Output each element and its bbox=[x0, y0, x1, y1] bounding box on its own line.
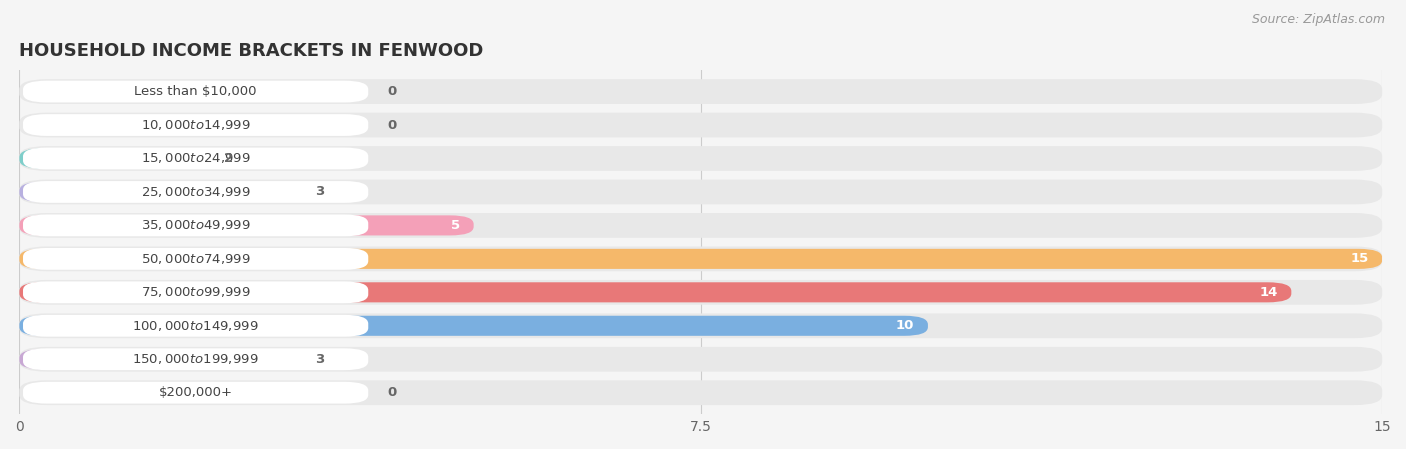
Text: HOUSEHOLD INCOME BRACKETS IN FENWOOD: HOUSEHOLD INCOME BRACKETS IN FENWOOD bbox=[20, 42, 484, 60]
FancyBboxPatch shape bbox=[20, 280, 1382, 305]
FancyBboxPatch shape bbox=[20, 247, 1382, 271]
FancyBboxPatch shape bbox=[22, 348, 368, 370]
FancyBboxPatch shape bbox=[22, 248, 368, 270]
Text: 10: 10 bbox=[896, 319, 914, 332]
FancyBboxPatch shape bbox=[22, 382, 368, 404]
FancyBboxPatch shape bbox=[20, 313, 1382, 338]
FancyBboxPatch shape bbox=[20, 282, 1291, 302]
Text: Less than $10,000: Less than $10,000 bbox=[135, 85, 257, 98]
Text: Source: ZipAtlas.com: Source: ZipAtlas.com bbox=[1251, 13, 1385, 26]
FancyBboxPatch shape bbox=[22, 181, 368, 203]
FancyBboxPatch shape bbox=[22, 215, 368, 236]
FancyBboxPatch shape bbox=[20, 349, 292, 369]
FancyBboxPatch shape bbox=[22, 315, 368, 337]
FancyBboxPatch shape bbox=[20, 79, 1382, 104]
Text: 0: 0 bbox=[387, 85, 396, 98]
FancyBboxPatch shape bbox=[20, 380, 1382, 405]
Text: $75,000 to $99,999: $75,000 to $99,999 bbox=[141, 285, 250, 299]
Text: 5: 5 bbox=[451, 219, 460, 232]
Text: $35,000 to $49,999: $35,000 to $49,999 bbox=[141, 218, 250, 233]
Text: $10,000 to $14,999: $10,000 to $14,999 bbox=[141, 118, 250, 132]
Text: $100,000 to $149,999: $100,000 to $149,999 bbox=[132, 319, 259, 333]
FancyBboxPatch shape bbox=[20, 180, 1382, 204]
Text: 0: 0 bbox=[387, 386, 396, 399]
Text: $200,000+: $200,000+ bbox=[159, 386, 232, 399]
FancyBboxPatch shape bbox=[22, 148, 368, 169]
FancyBboxPatch shape bbox=[20, 316, 928, 336]
Text: 3: 3 bbox=[315, 185, 323, 198]
Text: 3: 3 bbox=[315, 353, 323, 366]
FancyBboxPatch shape bbox=[22, 282, 368, 303]
Text: $25,000 to $34,999: $25,000 to $34,999 bbox=[141, 185, 250, 199]
FancyBboxPatch shape bbox=[20, 182, 292, 202]
Text: $150,000 to $199,999: $150,000 to $199,999 bbox=[132, 352, 259, 366]
Text: 14: 14 bbox=[1260, 286, 1278, 299]
FancyBboxPatch shape bbox=[20, 249, 1382, 269]
FancyBboxPatch shape bbox=[22, 81, 368, 102]
FancyBboxPatch shape bbox=[20, 149, 201, 168]
FancyBboxPatch shape bbox=[20, 146, 1382, 171]
Text: 15: 15 bbox=[1350, 252, 1368, 265]
FancyBboxPatch shape bbox=[20, 213, 1382, 238]
Text: 0: 0 bbox=[387, 119, 396, 132]
Text: $50,000 to $74,999: $50,000 to $74,999 bbox=[141, 252, 250, 266]
FancyBboxPatch shape bbox=[20, 216, 474, 235]
Text: 2: 2 bbox=[224, 152, 233, 165]
FancyBboxPatch shape bbox=[20, 113, 1382, 137]
FancyBboxPatch shape bbox=[22, 114, 368, 136]
FancyBboxPatch shape bbox=[20, 347, 1382, 372]
Text: $15,000 to $24,999: $15,000 to $24,999 bbox=[141, 151, 250, 166]
